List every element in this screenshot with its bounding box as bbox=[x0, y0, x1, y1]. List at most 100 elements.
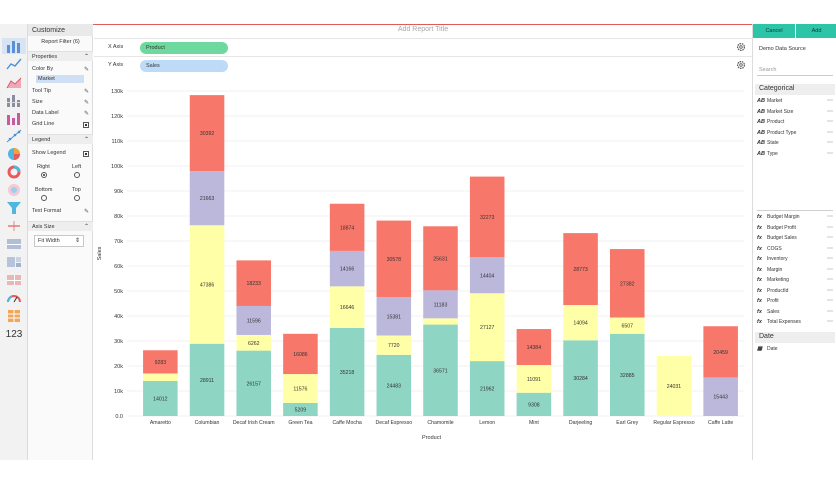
date-header: Date bbox=[755, 332, 835, 343]
axis-size-section-header[interactable]: Axis Size ⌃ bbox=[28, 221, 93, 231]
legend-top-radio[interactable] bbox=[74, 195, 80, 201]
grid-icon[interactable] bbox=[4, 272, 24, 288]
measure-field[interactable]: fx Sales ⋯ bbox=[757, 309, 835, 318]
radar-chart-icon[interactable] bbox=[4, 182, 24, 198]
measure-field[interactable]: fx Budget Sales ⋯ bbox=[757, 235, 835, 244]
more-options-icon[interactable]: ⋯ bbox=[827, 98, 833, 104]
treemap-icon[interactable] bbox=[4, 254, 24, 270]
date-field[interactable]: ▦ Date bbox=[757, 346, 835, 355]
measure-field-label: Marketing bbox=[767, 277, 789, 283]
pie-chart-icon[interactable] bbox=[4, 146, 24, 162]
measure-field[interactable]: fx Margin ⋯ bbox=[757, 267, 835, 276]
more-options-icon[interactable]: ⋯ bbox=[827, 119, 833, 125]
more-options-icon[interactable]: ⋯ bbox=[827, 214, 833, 220]
legend-left-radio[interactable] bbox=[74, 172, 80, 178]
more-options-icon[interactable]: ⋯ bbox=[827, 129, 833, 136]
chart-type-rail: 123 bbox=[0, 24, 28, 460]
categorical-field[interactable]: AB State ⋯ bbox=[757, 140, 835, 149]
more-options-icon[interactable]: ⋯ bbox=[827, 277, 833, 283]
text-field-icon: AB bbox=[757, 119, 765, 125]
text-format-row: Text Format ✎ bbox=[32, 208, 89, 217]
funnel-icon[interactable] bbox=[4, 200, 24, 216]
data-label: 14012 bbox=[153, 396, 168, 402]
text-field-icon: AB bbox=[757, 150, 765, 157]
more-options-icon[interactable]: ⋯ bbox=[827, 319, 833, 325]
data-label-label: Data Label bbox=[32, 110, 59, 116]
more-options-icon[interactable]: ⋯ bbox=[827, 108, 833, 115]
properties-section-header[interactable]: Properties ⌃ bbox=[28, 51, 93, 61]
x-tick-label: Earl Grey bbox=[616, 420, 638, 426]
measure-field[interactable]: fx COGS ⋯ bbox=[757, 246, 835, 255]
categorical-field[interactable]: AB Market Size ⋯ bbox=[757, 109, 835, 118]
edit-icon[interactable]: ✎ bbox=[83, 111, 89, 117]
more-options-icon[interactable]: ⋯ bbox=[827, 298, 833, 304]
donut-chart-icon[interactable] bbox=[4, 164, 24, 180]
measure-field[interactable]: fx Inventory ⋯ bbox=[757, 256, 835, 265]
edit-icon[interactable]: ✎ bbox=[83, 67, 89, 73]
legend-section-header[interactable]: Legend ⌃ bbox=[28, 134, 93, 144]
more-options-icon[interactable]: ⋯ bbox=[827, 224, 833, 231]
bar-segment bbox=[236, 334, 272, 351]
legend-bottom-radio[interactable] bbox=[41, 195, 47, 201]
categorical-field[interactable]: AB Market ⋯ bbox=[757, 98, 835, 107]
more-options-icon[interactable]: ⋯ bbox=[827, 308, 833, 315]
area-chart-icon[interactable] bbox=[4, 74, 24, 90]
legend-right-radio[interactable] bbox=[41, 172, 47, 178]
cancel-button[interactable]: Cancel bbox=[753, 24, 795, 38]
measure-field-label: ProductId bbox=[767, 287, 789, 294]
heatmap-icon[interactable] bbox=[4, 236, 24, 252]
categorical-field[interactable]: AB Product Type ⋯ bbox=[757, 130, 835, 139]
more-options-icon[interactable]: ⋯ bbox=[827, 287, 833, 294]
y-axis-field-pill[interactable]: Sales bbox=[140, 60, 228, 72]
report-title-input[interactable]: Add Report Title bbox=[397, 26, 449, 33]
measure-field[interactable]: fx ProductId ⋯ bbox=[757, 288, 835, 297]
bar-segment bbox=[656, 355, 692, 416]
measure-field[interactable]: fx Budget Margin ⋯ bbox=[757, 214, 835, 223]
measure-field[interactable]: fx Profit ⋯ bbox=[757, 298, 835, 307]
column-chart-icon[interactable] bbox=[4, 110, 24, 126]
axis-size-value: Fit Width bbox=[38, 238, 60, 244]
categorical-field[interactable]: AB Type ⋯ bbox=[757, 151, 835, 160]
grid-line-checkbox[interactable] bbox=[83, 121, 89, 129]
line-chart-icon[interactable] bbox=[4, 56, 24, 72]
edit-icon[interactable]: ✎ bbox=[83, 209, 89, 215]
date-field-label: Date bbox=[767, 346, 778, 352]
more-options-icon[interactable]: ⋯ bbox=[827, 235, 833, 241]
x-axis-field-pill[interactable]: Product bbox=[140, 42, 228, 54]
show-legend-checkbox[interactable] bbox=[83, 150, 89, 158]
more-options-icon[interactable]: ⋯ bbox=[827, 256, 833, 262]
scatter-icon[interactable] bbox=[4, 128, 24, 144]
x-tick-label: Regular Espresso bbox=[653, 420, 694, 426]
measure-field[interactable]: fx Total Expenses ⋯ bbox=[757, 319, 835, 328]
more-options-icon[interactable]: ⋯ bbox=[827, 150, 833, 157]
more-options-icon[interactable]: ⋯ bbox=[827, 140, 833, 146]
gear-icon[interactable] bbox=[736, 60, 746, 70]
gear-icon[interactable] bbox=[736, 42, 746, 52]
bar-chart-icon[interactable] bbox=[2, 38, 26, 54]
more-options-icon[interactable]: ⋯ bbox=[827, 245, 833, 252]
categorical-field-label: Type bbox=[767, 150, 778, 157]
bar-segment bbox=[609, 317, 645, 334]
more-options-icon[interactable]: ⋯ bbox=[827, 266, 833, 273]
search-input[interactable]: Search bbox=[757, 64, 833, 76]
report-filter-button[interactable]: Report Filter (6) bbox=[41, 39, 80, 45]
x-tick-label: Columbian bbox=[195, 420, 220, 426]
text-field-icon: AB bbox=[757, 98, 765, 104]
edit-icon[interactable]: ✎ bbox=[83, 100, 89, 106]
y-axis-label: Y Axis bbox=[108, 62, 124, 68]
measure-field[interactable]: fx Marketing ⋯ bbox=[757, 277, 835, 286]
categorical-field[interactable]: AB Product ⋯ bbox=[757, 119, 835, 128]
stacked-bar-icon[interactable] bbox=[4, 92, 24, 108]
text-field-icon: AB bbox=[757, 140, 765, 146]
measure-field[interactable]: fx Budget Profit ⋯ bbox=[757, 225, 835, 234]
table-icon[interactable] bbox=[4, 308, 24, 324]
edit-icon[interactable]: ✎ bbox=[83, 89, 89, 95]
pointer-icon[interactable] bbox=[4, 218, 24, 234]
measure-field-label: Inventory bbox=[767, 256, 788, 262]
number-widget-icon[interactable]: 123 bbox=[5, 328, 23, 340]
measure-icon: fx bbox=[757, 308, 762, 315]
add-button[interactable]: Add bbox=[796, 24, 836, 38]
gauge-icon[interactable] bbox=[4, 290, 24, 306]
color-by-value[interactable]: Market bbox=[36, 75, 84, 83]
axis-size-select[interactable]: Fit Width ⇕ bbox=[34, 235, 84, 247]
